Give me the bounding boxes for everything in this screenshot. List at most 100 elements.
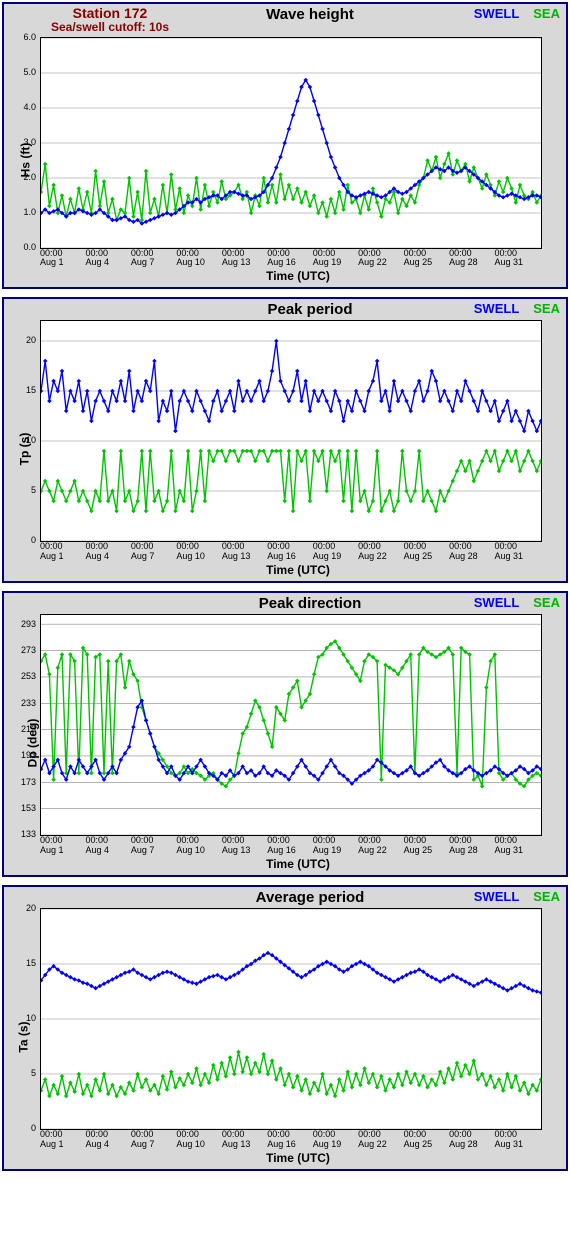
panel-peak_direction: Peak directionSWELLSEADp (deg)1331531731… [2, 591, 568, 877]
y-tick: 153 [21, 803, 36, 813]
x-axis-label: Time (UTC) [40, 269, 556, 283]
panel-title: Average period [210, 889, 410, 906]
y-tick: 253 [21, 671, 36, 681]
y-tick: 10 [26, 1013, 36, 1023]
y-tick: 0 [31, 535, 36, 545]
legend: SWELL SEA [410, 6, 560, 21]
x-tick: 00:00Aug 4 [85, 836, 130, 855]
x-tick: 00:00Aug 31 [495, 1130, 540, 1149]
x-tick: 00:00Aug 13 [222, 542, 267, 561]
station-name: Station 172 [10, 6, 210, 21]
y-tick: 193 [21, 750, 36, 760]
panel-title: Peak direction [210, 595, 410, 612]
x-tick: 00:00Aug 22 [358, 249, 403, 268]
y-tick: 5 [31, 485, 36, 495]
x-tick: 00:00Aug 4 [85, 542, 130, 561]
legend-sea: SEA [533, 889, 560, 904]
x-axis-label: Time (UTC) [40, 563, 556, 577]
x-tick: 00:00Aug 28 [449, 836, 494, 855]
plot-area: Ta (s)0510152000:00Aug 100:00Aug 400:00A… [40, 908, 556, 1165]
y-tick: 15 [26, 385, 36, 395]
y-tick: 2.0 [23, 172, 36, 182]
y-tick: 133 [21, 829, 36, 839]
legend-sea: SEA [533, 595, 560, 610]
x-tick: 00:00Aug 7 [131, 542, 176, 561]
x-tick: 00:00Aug 16 [267, 1130, 312, 1149]
plot-area: Tp (s)0510152000:00Aug 100:00Aug 400:00A… [40, 320, 556, 577]
panel-title: Wave height [210, 6, 410, 23]
panel-header: Peak directionSWELLSEA [4, 593, 566, 612]
y-tick: 0.0 [23, 242, 36, 252]
y-tick: 173 [21, 777, 36, 787]
panel-average_period: Average periodSWELLSEA Ta (s)0510152000:0… [2, 885, 568, 1171]
legend-sea: SEA [533, 6, 560, 21]
x-tick: 00:00Aug 13 [222, 1130, 267, 1149]
x-tick: 00:00Aug 28 [449, 542, 494, 561]
x-tick: 00:00Aug 1 [40, 542, 85, 561]
legend-swell: SWELL [474, 6, 520, 21]
x-tick: 00:00Aug 10 [176, 836, 221, 855]
x-tick: 00:00Aug 19 [313, 249, 358, 268]
panel-title: Peak period [210, 301, 410, 318]
series-swell [41, 701, 541, 784]
panel-wave_height: Station 172Sea/swell cutoff: 10sWave hei… [2, 2, 568, 289]
x-tick: 00:00Aug 19 [313, 542, 358, 561]
y-tick: 10 [26, 435, 36, 445]
x-tick: 00:00Aug 31 [495, 542, 540, 561]
x-tick: 00:00Aug 19 [313, 1130, 358, 1149]
series-sea [41, 642, 541, 787]
y-axis: 05101520 [10, 908, 38, 1128]
x-tick: 00:00Aug 16 [267, 836, 312, 855]
x-tick: 00:00Aug 10 [176, 1130, 221, 1149]
points-swell [41, 77, 541, 225]
y-tick: 3.0 [23, 137, 36, 147]
plot-area: Hs (ft)0.01.02.03.04.05.06.000:00Aug 100… [40, 37, 556, 284]
x-tick: 00:00Aug 16 [267, 542, 312, 561]
gridlines [41, 625, 541, 836]
x-tick: 00:00Aug 25 [404, 542, 449, 561]
x-tick: 00:00Aug 7 [131, 249, 176, 268]
y-axis: 133153173193213233253273293 [10, 614, 38, 834]
points-sea [41, 151, 541, 222]
x-tick: 00:00Aug 4 [85, 1130, 130, 1149]
y-tick: 273 [21, 645, 36, 655]
y-axis: 0.01.02.03.04.05.06.0 [10, 37, 38, 247]
x-tick: 00:00Aug 13 [222, 836, 267, 855]
y-tick: 0 [31, 1123, 36, 1133]
panel-header: Station 172Sea/swell cutoff: 10sWave hei… [4, 4, 566, 35]
y-tick: 293 [21, 619, 36, 629]
series-sea [41, 451, 541, 511]
x-tick: 00:00Aug 22 [358, 836, 403, 855]
x-tick: 00:00Aug 31 [495, 249, 540, 268]
series-swell [41, 80, 541, 224]
y-axis: 05101520 [10, 320, 38, 540]
x-axis: 00:00Aug 100:00Aug 400:00Aug 700:00Aug 1… [40, 542, 540, 561]
x-tick: 00:00Aug 16 [267, 249, 312, 268]
y-tick: 15 [26, 958, 36, 968]
cutoff-text: Sea/swell cutoff: 10s [10, 21, 210, 34]
x-tick: 00:00Aug 7 [131, 1130, 176, 1149]
x-tick: 00:00Aug 25 [404, 1130, 449, 1149]
x-tick: 00:00Aug 28 [449, 1130, 494, 1149]
x-tick: 00:00Aug 22 [358, 542, 403, 561]
points-swell [41, 951, 541, 995]
points-swell [41, 699, 541, 787]
y-tick: 5.0 [23, 67, 36, 77]
panel-header: Average periodSWELLSEA [4, 887, 566, 906]
legend: SWELLSEA [410, 595, 560, 610]
x-axis-label: Time (UTC) [40, 1151, 556, 1165]
legend-swell: SWELL [474, 301, 520, 316]
y-tick: 233 [21, 698, 36, 708]
x-tick: 00:00Aug 10 [176, 542, 221, 561]
y-tick: 20 [26, 335, 36, 345]
legend: SWELLSEA [410, 889, 560, 904]
points-sea [41, 639, 541, 788]
x-tick: 00:00Aug 7 [131, 836, 176, 855]
series-swell [41, 341, 541, 431]
x-tick: 00:00Aug 10 [176, 249, 221, 268]
y-tick: 6.0 [23, 32, 36, 42]
x-tick: 00:00Aug 1 [40, 249, 85, 268]
x-axis: 00:00Aug 100:00Aug 400:00Aug 700:00Aug 1… [40, 836, 540, 855]
y-tick: 213 [21, 724, 36, 734]
panel-peak_period: Peak periodSWELLSEATp (s)0510152000:00Au… [2, 297, 568, 583]
